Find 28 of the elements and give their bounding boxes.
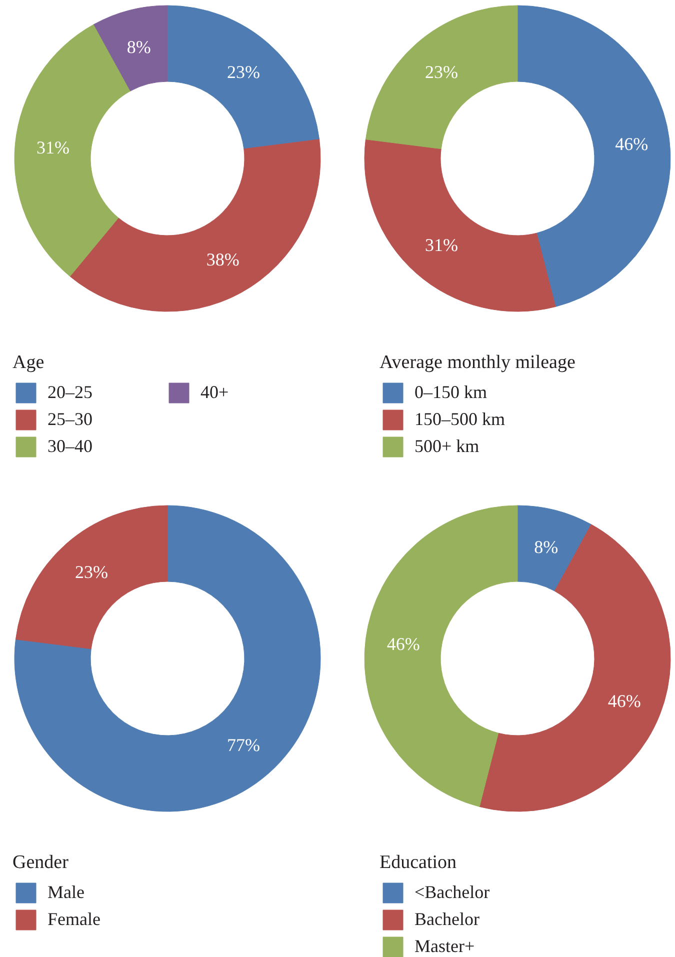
legend-label: Female [48, 909, 102, 930]
legend-label: Master+ [414, 936, 476, 957]
legend-label: 40+ [200, 382, 230, 403]
legend-title: Education [380, 852, 458, 874]
data-label: 23% [227, 62, 260, 82]
data-label: 8% [534, 537, 558, 558]
legend-label: Bachelor [414, 909, 480, 930]
legend-label: 500+ km [414, 436, 480, 457]
data-label: 31% [424, 234, 458, 255]
legend-label: 30–40 [48, 436, 94, 457]
data-label: 38% [206, 249, 240, 270]
legend-title: Average monthly mileage [380, 352, 576, 374]
data-label: 23% [424, 62, 458, 82]
data-label: 77% [227, 734, 260, 755]
data-label: 31% [36, 138, 70, 158]
data-label: 8% [126, 37, 151, 58]
data-label: 46% [386, 634, 420, 654]
legend-label: Male [48, 882, 86, 903]
legend-label: <Bachelor [414, 882, 491, 903]
legend-title: Gender [12, 852, 70, 874]
data-label: 46% [608, 690, 641, 711]
legend-label: 20–25 [48, 382, 94, 403]
data-label: 46% [615, 134, 648, 154]
legend-label: 0–150 km [414, 382, 488, 403]
legend-label: 150–500 km [414, 409, 506, 430]
data-label: 23% [74, 562, 108, 582]
legend-label: 25–30 [48, 409, 94, 430]
legend-title: Age [12, 352, 46, 374]
